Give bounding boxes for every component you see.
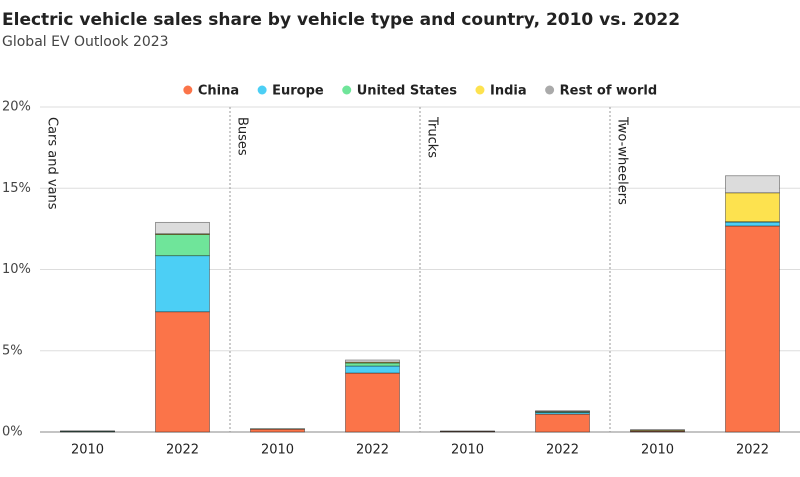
bar-segment — [155, 234, 210, 257]
x-tick-label: 2022 — [736, 443, 769, 458]
y-tick-label: 10% — [2, 262, 31, 277]
y-tick-label: 5% — [2, 343, 23, 358]
legend-label: India — [490, 84, 527, 99]
bar-segment — [155, 255, 210, 313]
bar-segment — [155, 221, 210, 235]
bar-segment — [725, 175, 780, 194]
group-label: Trucks — [425, 116, 440, 158]
legend-label: United States — [357, 84, 458, 99]
bar-segment — [345, 362, 400, 367]
legend-swatch — [545, 85, 555, 95]
y-tick-label: 20% — [2, 100, 31, 115]
x-tick-label: 2010 — [451, 443, 484, 458]
bar-segment — [345, 372, 400, 433]
legend-swatch — [183, 85, 193, 95]
bar-segment — [345, 365, 400, 374]
x-tick-label: 2010 — [641, 443, 674, 458]
x-tick-label: 2022 — [166, 443, 199, 458]
x-tick-label: 2022 — [356, 443, 389, 458]
group-label: Two-wheelers — [615, 116, 630, 205]
legend-swatch — [342, 85, 352, 95]
y-tick-label: 0% — [2, 425, 23, 440]
x-tick-label: 2010 — [71, 443, 104, 458]
group-label: Cars and vans — [45, 117, 60, 210]
legend-swatch — [475, 85, 485, 95]
bar-segment — [630, 429, 685, 431]
bar-segment — [535, 413, 590, 433]
y-tick-label: 15% — [2, 181, 31, 196]
bar-segment — [345, 359, 400, 363]
bar-segment — [250, 428, 305, 433]
bar-segment — [725, 192, 780, 223]
x-tick-label: 2022 — [546, 443, 579, 458]
legend-swatch — [257, 85, 267, 95]
legend: China Europe United States India Rest of wor… — [183, 84, 657, 99]
chart-subtitle: Global EV Outlook 2023 — [2, 34, 169, 50]
legend-label: China — [198, 84, 239, 99]
group-label: Buses — [235, 117, 250, 156]
x-tick-label: 2010 — [261, 443, 294, 458]
chart-title: Electric vehicle sales share by vehicle … — [2, 10, 680, 30]
legend-label: Rest of world — [560, 84, 658, 99]
legend-label: Europe — [272, 84, 324, 99]
bar-segment — [535, 410, 590, 412]
bar-segment — [155, 311, 210, 433]
bar-segment — [725, 221, 780, 227]
bar-segment — [725, 225, 780, 433]
